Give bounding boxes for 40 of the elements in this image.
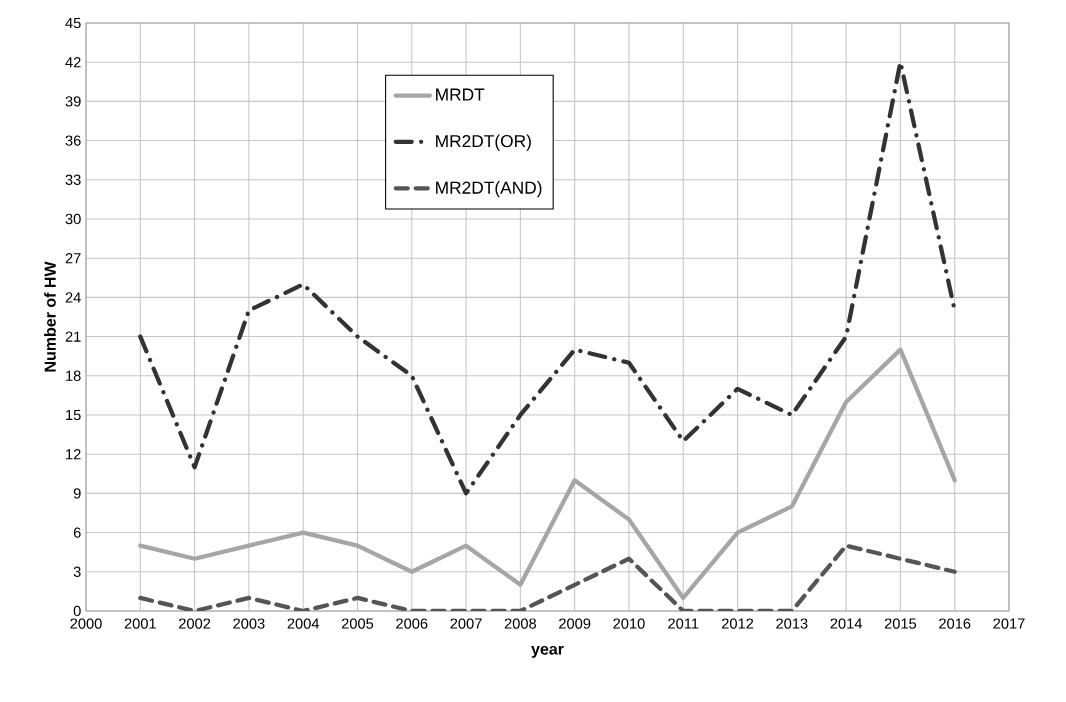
- y-tick-label: 42: [65, 57, 81, 68]
- x-tick-label: 2010: [613, 618, 645, 629]
- y-tick-label: 9: [73, 488, 81, 499]
- y-tick-label: 36: [65, 135, 81, 146]
- y-tick-label: 15: [66, 409, 81, 421]
- legend-label: MR2DT(AND): [436, 181, 542, 198]
- y-tick-label: 0: [73, 605, 81, 617]
- x-tick-label: 2005: [341, 618, 374, 629]
- x-tick-label: 2004: [287, 618, 320, 629]
- y-tick-label: 27: [65, 253, 81, 264]
- x-tick-label: 2003: [233, 618, 265, 629]
- y-tick-label: 6: [73, 527, 81, 538]
- x-tick-label: 2001: [124, 618, 156, 629]
- x-tick-label: 2008: [504, 618, 537, 629]
- x-axis-title: year: [531, 645, 564, 658]
- x-tick-label: 2014: [830, 618, 862, 629]
- y-tick-label: 21: [65, 331, 81, 342]
- x-tick-label: 2015: [884, 618, 917, 629]
- y-tick-label: 12: [66, 449, 81, 460]
- legend-label: MRDT: [436, 88, 485, 101]
- x-tick-label: 2013: [776, 618, 808, 629]
- y-tick-label: 39: [65, 96, 81, 107]
- x-tick-label: 2002: [179, 618, 211, 629]
- x-tick-label: 2012: [721, 618, 754, 629]
- y-axis-title: Number of HW: [44, 261, 56, 372]
- legend-label: MR2DT(OR): [436, 134, 531, 151]
- y-tick-label: 45: [65, 17, 81, 29]
- y-tick-label: 24: [65, 292, 81, 303]
- x-tick-label: 2007: [450, 618, 482, 629]
- y-tick-label: 33: [65, 174, 81, 185]
- y-tick-label: 30: [65, 213, 81, 225]
- x-tick-label: 2011: [668, 618, 699, 629]
- x-tick-label: 2000: [70, 618, 102, 629]
- x-tick-label: 2016: [939, 618, 971, 629]
- y-tick-label: 3: [73, 566, 81, 577]
- y-tick-label: 18: [66, 370, 81, 381]
- x-tick-label: 2017: [993, 618, 1025, 629]
- x-tick-label: 2006: [396, 618, 428, 629]
- x-tick-label: 2009: [559, 618, 591, 629]
- line-series: [138, 347, 957, 601]
